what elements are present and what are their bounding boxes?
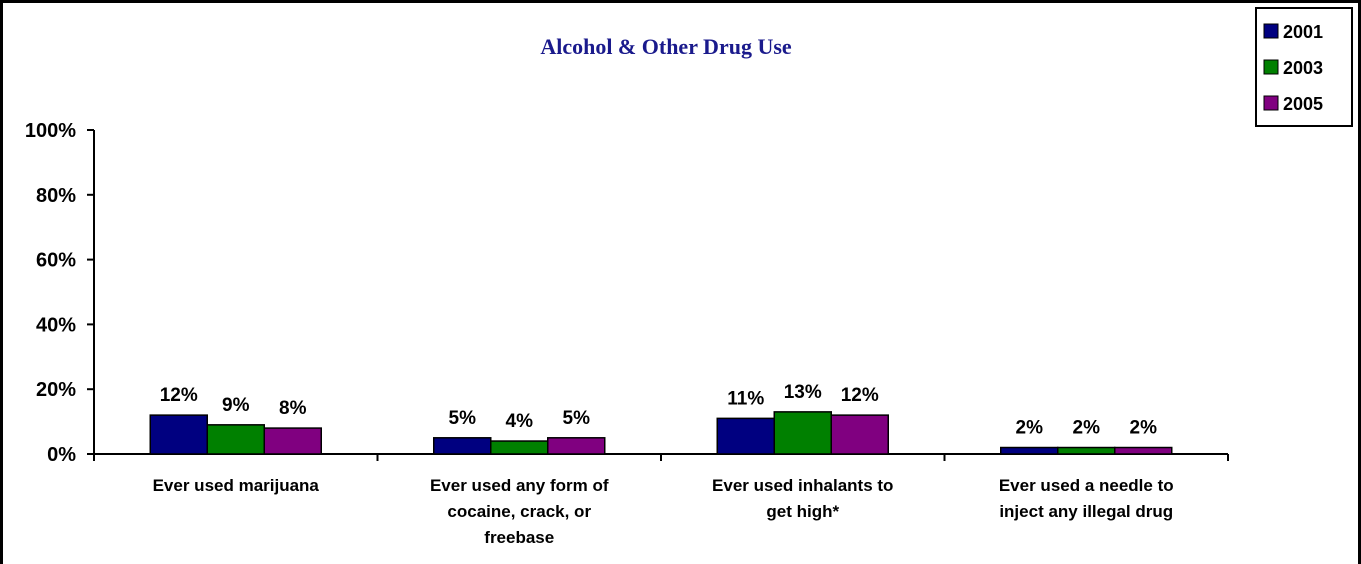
legend-label: 2003 (1283, 58, 1323, 78)
category-label: get high* (766, 502, 839, 521)
bar-2005 (547, 437, 606, 455)
data-label: 11% (727, 388, 764, 409)
bar-2003 (1057, 446, 1116, 455)
legend-label: 2001 (1283, 22, 1323, 42)
y-tick-label: 80% (36, 185, 76, 207)
legend: 2001 2003 2005 (1255, 7, 1353, 127)
bar-2001 (433, 437, 492, 455)
bar-2003 (206, 424, 265, 455)
data-label: 2% (1073, 418, 1101, 439)
data-label: 12% (160, 385, 198, 406)
data-label: 2% (1130, 418, 1158, 439)
chart-title: Alcohol & Other Drug Use (540, 34, 792, 59)
bar-2003 (490, 440, 549, 455)
plot-area: 0% 20% 40% 60% 80% 100% 12% 9% 8% Ever used marij… (25, 120, 1229, 547)
bar-2005 (1114, 446, 1173, 455)
data-label: 5% (563, 408, 591, 429)
data-label: 8% (279, 398, 307, 419)
category-label: Ever used inhalants to (712, 476, 893, 495)
category-label: Ever used a needle to (999, 476, 1174, 495)
bar-2005 (263, 427, 322, 455)
category-label: Ever used marijuana (153, 476, 320, 495)
data-label: 13% (784, 382, 822, 403)
y-tick-label: 60% (36, 250, 76, 272)
y-tick-label: 40% (36, 314, 76, 336)
bar-2001 (1000, 446, 1059, 455)
category-label: inject any illegal drug (999, 502, 1173, 521)
data-label: 12% (841, 385, 879, 406)
category-label: cocaine, crack, or (447, 502, 591, 521)
legend-swatch-2001 (1263, 23, 1279, 39)
category-label: Ever used any form of (430, 476, 609, 495)
data-label: 5% (449, 408, 477, 429)
legend-label: 2005 (1283, 94, 1323, 114)
data-label: 4% (506, 411, 534, 432)
legend-swatch-2003 (1263, 59, 1279, 75)
y-tick-label: 100% (25, 120, 76, 142)
data-label: 9% (222, 395, 250, 416)
bar-2005 (830, 414, 889, 455)
bar-2001 (149, 414, 208, 455)
bar-2003 (773, 411, 832, 455)
y-tick-label: 20% (36, 379, 76, 401)
category-label: freebase (484, 528, 554, 547)
y-tick-label: 0% (47, 444, 76, 466)
data-label: 2% (1016, 418, 1044, 439)
bar-2001 (716, 417, 775, 455)
legend-swatch-2005 (1263, 95, 1279, 111)
